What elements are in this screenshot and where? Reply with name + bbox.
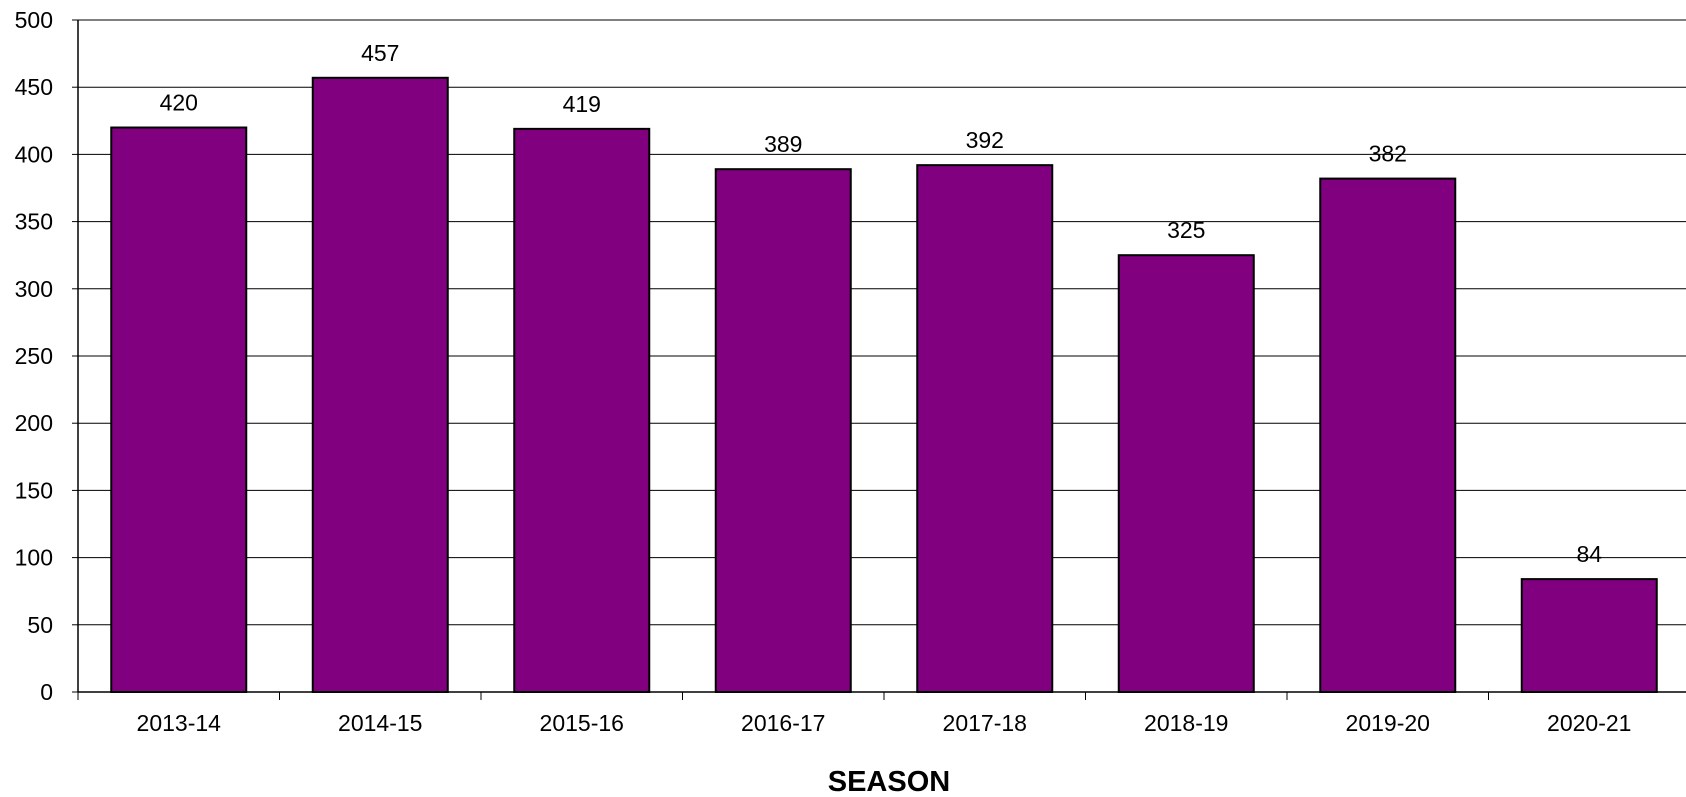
y-tick-label: 450 [15, 74, 53, 100]
x-tick-label: 2019-20 [1346, 710, 1430, 736]
x-tick-label: 2016-17 [741, 710, 825, 736]
y-tick-label: 100 [15, 545, 53, 571]
y-tick-label: 400 [15, 141, 53, 167]
y-tick-labels: 0 50 100 150 200 250 300 350 400 450 500 [15, 7, 53, 705]
bars [110, 76, 1658, 694]
bar [513, 127, 651, 693]
y-tick-label: 0 [40, 679, 53, 705]
x-axis-title: SEASON [828, 766, 950, 797]
x-tick-labels: 2013-14 2014-15 2015-16 2016-17 2017-18 2018-… [137, 710, 1632, 736]
bar [1520, 578, 1658, 693]
y-tick-label: 50 [27, 612, 53, 638]
data-label: 392 [966, 127, 1004, 153]
bar [1319, 177, 1457, 694]
x-tick-label: 2014-15 [338, 710, 422, 736]
y-tick-label: 350 [15, 209, 53, 235]
y-tick-label: 150 [15, 477, 53, 503]
data-label: 457 [361, 40, 399, 66]
data-label: 325 [1167, 217, 1205, 243]
x-tick-label: 2013-14 [137, 710, 222, 736]
x-tick-label: 2020-21 [1547, 710, 1631, 736]
bar [311, 76, 449, 694]
data-label: 419 [563, 91, 601, 117]
y-tick-label: 500 [15, 7, 53, 33]
data-labels: 420 457 419 389 392 325 382 84 [160, 40, 1603, 567]
data-label: 84 [1576, 541, 1602, 567]
bar [916, 164, 1054, 694]
bar [714, 168, 852, 693]
data-label: 389 [764, 131, 802, 157]
data-label: 420 [160, 90, 198, 116]
x-tick-label: 2015-16 [540, 710, 624, 736]
data-label: 382 [1369, 141, 1407, 167]
y-tick-label: 250 [15, 343, 53, 369]
y-tick-label: 300 [15, 276, 53, 302]
axes [77, 20, 1686, 693]
x-tick-label: 2017-18 [943, 710, 1027, 736]
bar [1117, 254, 1255, 693]
bar [110, 126, 248, 693]
y-tick-label: 200 [15, 410, 53, 436]
x-tick-label: 2018-19 [1144, 710, 1228, 736]
